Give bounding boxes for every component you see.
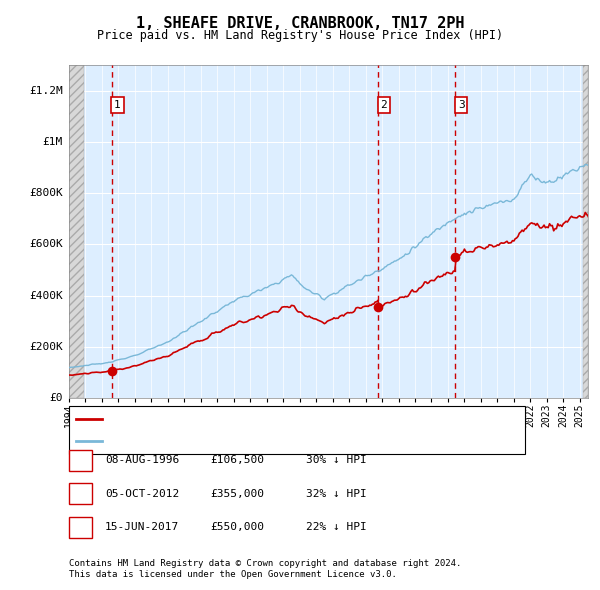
Text: £1M: £1M [43,137,63,147]
Text: £200K: £200K [29,342,63,352]
Text: £1.2M: £1.2M [29,86,63,96]
Bar [583,65,588,398]
Text: 2: 2 [77,489,84,499]
Text: 30% ↓ HPI: 30% ↓ HPI [306,455,367,465]
Text: 05-OCT-2012: 05-OCT-2012 [105,489,179,499]
Text: 15-JUN-2017: 15-JUN-2017 [105,523,179,532]
Text: 32% ↓ HPI: 32% ↓ HPI [306,489,367,499]
Text: £600K: £600K [29,240,63,250]
Text: 3: 3 [77,523,84,532]
Text: 1, SHEAFE DRIVE, CRANBROOK, TN17 2PH: 1, SHEAFE DRIVE, CRANBROOK, TN17 2PH [136,16,464,31]
Text: 1: 1 [114,100,121,110]
Text: This data is licensed under the Open Government Licence v3.0.: This data is licensed under the Open Gov… [69,571,397,579]
Text: Price paid vs. HM Land Registry's House Price Index (HPI): Price paid vs. HM Land Registry's House … [97,30,503,42]
Text: 08-AUG-1996: 08-AUG-1996 [105,455,179,465]
Text: £400K: £400K [29,291,63,301]
Text: 22% ↓ HPI: 22% ↓ HPI [306,523,367,532]
Text: 1: 1 [77,455,84,465]
Text: 1, SHEAFE DRIVE, CRANBROOK, TN17 2PH (detached house): 1, SHEAFE DRIVE, CRANBROOK, TN17 2PH (de… [106,414,437,424]
Text: HPI: Average price, detached house, Tunbridge Wells: HPI: Average price, detached house, Tunb… [106,436,425,446]
Text: £800K: £800K [29,188,63,198]
Text: £0: £0 [49,394,63,403]
Text: 2: 2 [380,100,388,110]
Bar [69,65,84,398]
Text: £550,000: £550,000 [210,523,264,532]
Text: Contains HM Land Registry data © Crown copyright and database right 2024.: Contains HM Land Registry data © Crown c… [69,559,461,568]
Text: 3: 3 [458,100,464,110]
Text: £106,500: £106,500 [210,455,264,465]
Text: £355,000: £355,000 [210,489,264,499]
